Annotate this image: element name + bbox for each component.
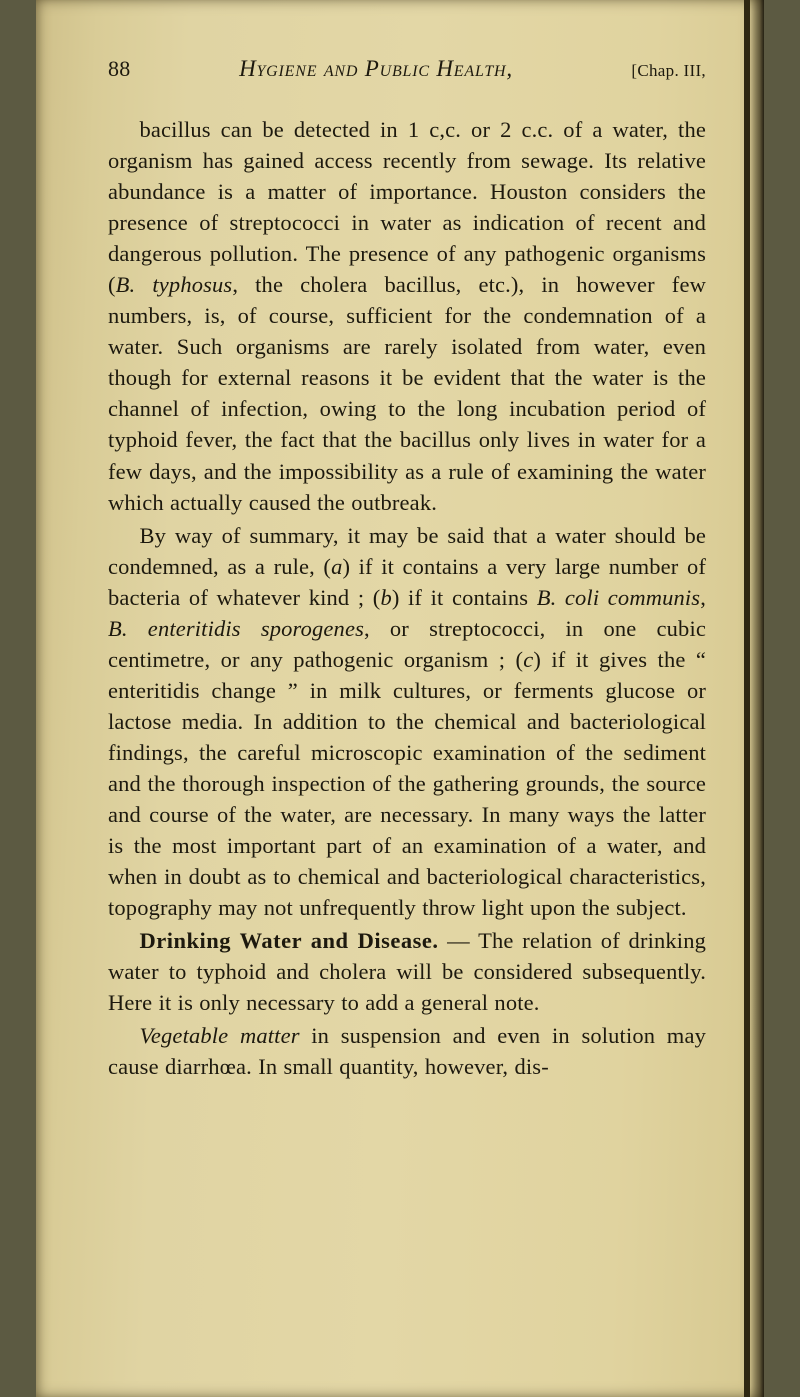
page-number: 88 — [108, 56, 156, 82]
body-paragraph-1: bacillus can be detected in 1 c,c. or 2 … — [108, 114, 706, 518]
section-heading-runin: Drinking Water and Disease. — [140, 928, 439, 953]
running-head: 88 Hygiene and Public Health, [Chap. III… — [108, 56, 706, 82]
running-title: Hygiene and Public Health, — [156, 56, 596, 82]
body-paragraph-2: By way of summary, it may be said that a… — [108, 520, 706, 924]
body-paragraph-4: Vegetable matter in suspension and even … — [108, 1020, 706, 1082]
book-page: 88 Hygiene and Public Health, [Chap. III… — [36, 0, 764, 1397]
body-paragraph-3: Drinking Water and Disease. — The rela­t… — [108, 925, 706, 1018]
chapter-reference: [Chap. III, — [596, 61, 706, 81]
